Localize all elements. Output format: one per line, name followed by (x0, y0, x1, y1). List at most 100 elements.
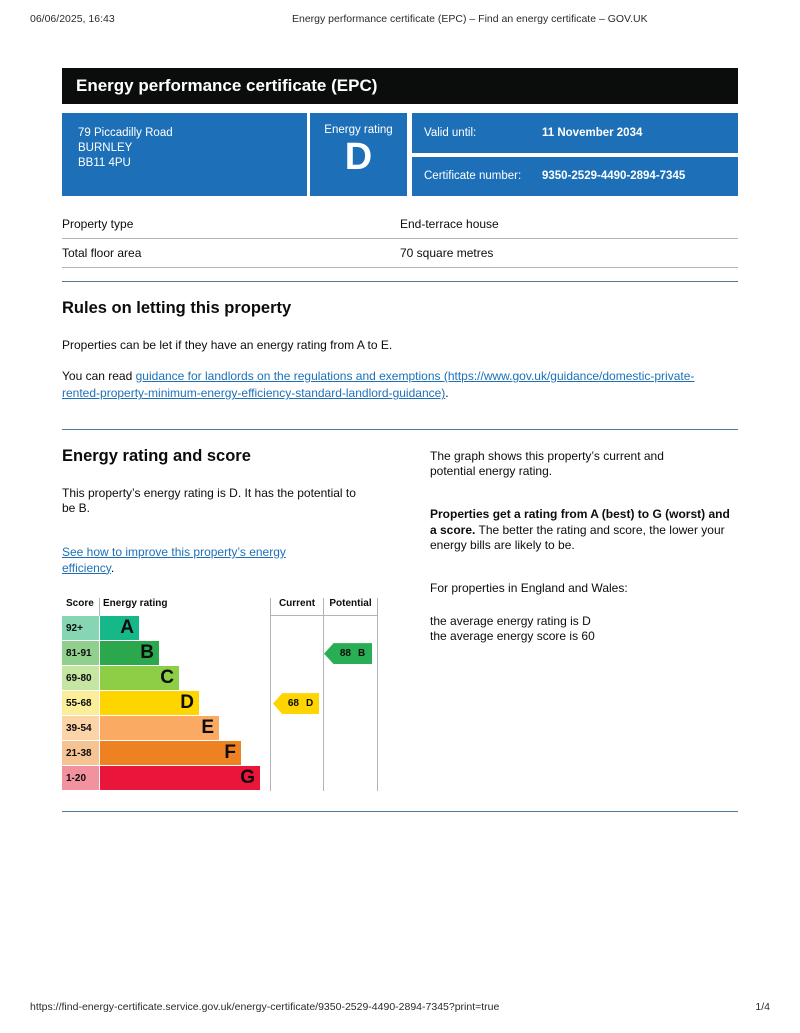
valid-until-value: 11 November 2034 (542, 126, 643, 139)
band-row-f: 21-38 F (62, 741, 270, 766)
england-wales-para: For properties in England and Wales: (430, 580, 628, 595)
table-row: Property type End-terrace house (62, 210, 738, 239)
band-row-e: 39-54 E (62, 716, 270, 741)
print-url: https://find-energy-certificate.service.… (30, 1001, 500, 1013)
floor-area-label: Total floor area (62, 246, 142, 260)
band-bar: G (100, 766, 260, 791)
property-address: 79 Piccadilly Road BURNLEY BB11 4PU (62, 113, 307, 196)
current-arrow: 68 D (273, 693, 319, 715)
epc-graph-header: Score Energy rating Current Potential (62, 598, 378, 617)
current-rating-column: 68 D (270, 616, 323, 792)
guidance-text-suffix: . (445, 386, 449, 401)
address-line-2: BURNLEY (78, 142, 133, 154)
rating-explanation-bold: Properties get a rating from A (best) to… (430, 506, 730, 537)
certificate-number-label: Certificate number: (424, 170, 522, 183)
certificate-number-row: Certificate number: 9350-2529-4490-2894-… (412, 156, 738, 196)
valid-until-row: Valid until: 11 November 2034 (412, 113, 738, 153)
epc-graph-body: 92+ A 81-91 B 69-80 C (62, 616, 378, 792)
band-score-range: 39-54 (62, 716, 99, 741)
letting-para: Properties can be let if they have an en… (62, 338, 393, 352)
band-bar: D (100, 691, 199, 716)
average-rating-line: the average energy rating is D (430, 613, 591, 628)
potential-score: 88 (339, 648, 351, 660)
potential-band: B (357, 648, 366, 660)
document-title: Energy performance certificate (EPC) – F… (292, 13, 648, 25)
band-score-range: 92+ (62, 616, 99, 641)
energy-rating-box: Energy rating D (310, 113, 407, 196)
current-score: 68 (287, 698, 299, 710)
current-band: D (305, 698, 314, 710)
band-row-c: 69-80 C (62, 666, 270, 691)
band-letter: G (240, 767, 255, 789)
band-score-range: 55-68 (62, 691, 99, 716)
band-row-g: 1-20 G (62, 766, 270, 791)
section-divider (62, 281, 738, 282)
potential-rating-column: 88 B (323, 616, 378, 792)
graph-intro-para: The graph shows this property’s current … (430, 448, 664, 479)
average-score-line: the average energy score is 60 (430, 629, 595, 644)
band-letter: E (201, 717, 214, 739)
improve-para: See how to improve this property’s energ… (62, 545, 337, 576)
band-row-d: 55-68 D (62, 691, 270, 716)
score-column-header: Score (66, 598, 94, 610)
rating-explanation-rest: The better the rating and score, the low… (430, 522, 725, 553)
page-number: 1/4 (755, 1001, 770, 1013)
band-score-range: 1-20 (62, 766, 99, 791)
band-bar: F (100, 741, 241, 766)
property-type-value: End-terrace house (400, 217, 499, 231)
rating-left-column: Energy rating and score This property’s … (62, 446, 400, 792)
letting-heading: Rules on letting this property (62, 299, 292, 317)
section-divider (62, 811, 738, 813)
letting-guidance-para: You can read guidance for landlords on t… (62, 368, 718, 403)
property-details-table: Property type End-terrace house Total fl… (62, 210, 738, 268)
rating-right-column: The graph shows this property’s current … (430, 447, 738, 791)
property-type-label: Property type (62, 217, 134, 231)
landlord-guidance-link[interactable]: guidance for landlords on the regulation… (62, 369, 695, 401)
band-score-range: 81-91 (62, 641, 99, 666)
rating-column-header: Energy rating (99, 598, 270, 617)
potential-arrow: 88 B (324, 643, 372, 665)
band-row-a: 92+ A (62, 616, 270, 641)
current-column-header: Current (270, 598, 323, 617)
browser-print-header: 06/06/2025, 16:43 Energy performance cer… (0, 0, 800, 39)
print-datetime: 06/06/2025, 16:43 (30, 13, 115, 25)
energy-rating-section: Energy rating and score This property’s … (62, 446, 738, 792)
band-bar: E (100, 716, 219, 741)
energy-rating-label: Energy rating (324, 124, 393, 136)
address-line-3: BB11 4PU (78, 157, 131, 169)
address-line-1: 79 Piccadilly Road (78, 127, 173, 139)
rating-heading: Energy rating and score (62, 446, 251, 465)
energy-rating-value: D (344, 136, 373, 178)
floor-area-value: 70 square metres (400, 246, 494, 260)
band-bar: B (100, 641, 159, 666)
band-bar: C (100, 666, 179, 691)
band-score-range: 69-80 (62, 666, 99, 691)
certificate-summary: 79 Piccadilly Road BURNLEY BB11 4PU Ener… (62, 113, 738, 196)
improve-efficiency-link[interactable]: See how to improve this property’s energ… (62, 544, 286, 575)
browser-print-footer: https://find-energy-certificate.service.… (0, 1001, 800, 1013)
band-letter: D (180, 692, 194, 714)
band-letter: B (140, 642, 154, 664)
band-row-b: 81-91 B (62, 641, 270, 666)
improve-para-suffix: . (110, 560, 115, 575)
potential-column-header: Potential (323, 598, 378, 617)
rating-explanation-para: Properties get a rating from A (best) to… (430, 507, 738, 554)
band-letter: C (160, 667, 174, 689)
page-title: Energy performance certificate (EPC) (62, 68, 738, 104)
valid-until-label: Valid until: (424, 126, 477, 139)
section-divider (62, 428, 738, 430)
guidance-text-prefix: You can read (62, 369, 136, 383)
table-row: Total floor area 70 square metres (62, 239, 738, 268)
band-letter: F (224, 742, 236, 764)
certificate-number-value: 9350-2529-4490-2894-7345 (542, 170, 686, 183)
band-letter: A (120, 617, 134, 639)
rating-summary-para: This property’s energy rating is D. It h… (62, 485, 356, 516)
band-bar: A (100, 616, 139, 641)
averages-para: the average energy rating is D the avera… (430, 614, 738, 645)
epc-rating-graph: Score Energy rating Current Potential 92… (62, 598, 378, 792)
validity-box: Valid until: 11 November 2034 Certificat… (412, 113, 738, 196)
letting-rules-section: Rules on letting this property Propertie… (62, 299, 738, 403)
band-score-range: 21-38 (62, 741, 99, 766)
rating-bands: 92+ A 81-91 B 69-80 C (62, 616, 270, 791)
